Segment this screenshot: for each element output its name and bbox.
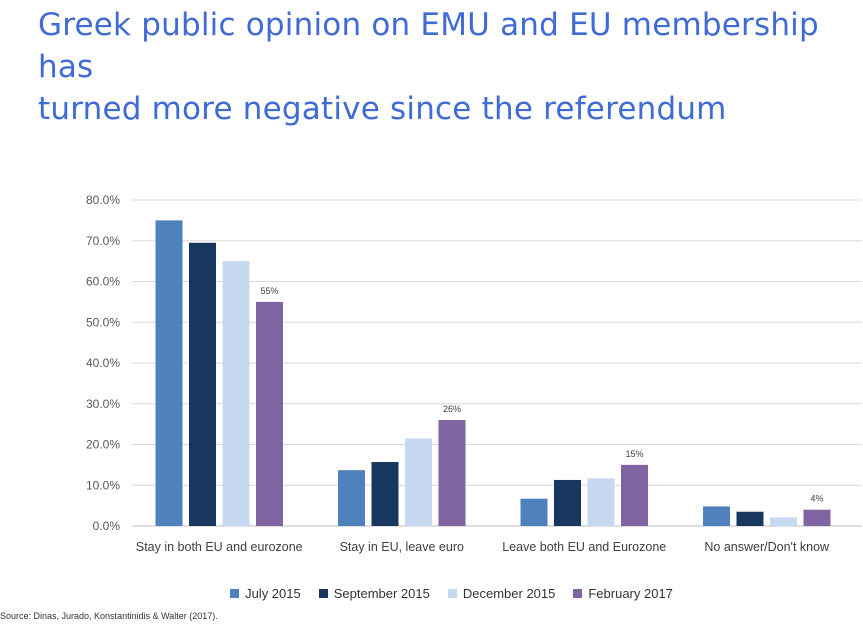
- bar: [703, 506, 730, 526]
- data-label: 26%: [443, 404, 461, 414]
- x-tick-labels: Stay in both EU and eurozone Stay in EU, …: [136, 540, 830, 554]
- bar: [621, 464, 648, 526]
- chart-title: Greek public opinion on EMU and EU membe…: [38, 4, 848, 130]
- bar: [438, 420, 466, 526]
- data-label: 4%: [810, 494, 823, 504]
- source-note: Source: Dinas, Jurado, Konstantinidis & …: [0, 611, 218, 621]
- x-tick-label: No answer/Don't know: [704, 540, 830, 554]
- x-tick-label: Leave both EU and Eurozone: [502, 540, 666, 554]
- x-tick-label: Stay in both EU and eurozone: [136, 540, 303, 554]
- legend-swatch: [573, 589, 583, 598]
- y-tick-label: 80.0%: [86, 193, 120, 207]
- bar: [155, 220, 183, 526]
- bar: [803, 509, 831, 526]
- data-label: 15%: [625, 449, 643, 459]
- bar: [338, 470, 365, 526]
- data-label: 55%: [260, 286, 278, 296]
- bars: [155, 220, 831, 526]
- legend-swatch: [230, 589, 240, 598]
- y-tick-label: 70.0%: [86, 234, 120, 248]
- bar-chart: 0.0% 10.0% 20.0% 30.0% 40.0% 50.0% 60.0% 70.0% 8…: [86, 193, 862, 554]
- x-tick-label: Stay in EU, leave euro: [340, 540, 464, 554]
- title-line-1: Greek public opinion on EMU and EU membe…: [38, 7, 819, 85]
- legend-label: February 2017: [588, 586, 673, 601]
- y-tick-label: 0.0%: [93, 519, 121, 533]
- legend-item: July 2015: [230, 586, 301, 601]
- title-line-2: turned more negative since the referendu…: [38, 91, 727, 127]
- bar: [222, 261, 250, 526]
- legend: July 2015 September 2015 December 2015 Febr…: [0, 586, 863, 601]
- data-labels: 55% 26% 15% 4%: [260, 286, 823, 504]
- y-tick-labels: 0.0% 10.0% 20.0% 30.0% 40.0% 50.0% 60.0% 70.0% 8…: [86, 193, 120, 533]
- y-tick-label: 50.0%: [86, 315, 120, 329]
- y-tick-label: 30.0%: [86, 397, 120, 411]
- y-tick-label: 60.0%: [86, 275, 120, 289]
- y-tick-label: 20.0%: [86, 438, 120, 452]
- legend-label: December 2015: [462, 586, 556, 601]
- y-tick-label: 10.0%: [86, 478, 120, 492]
- legend-item: December 2015: [447, 586, 556, 601]
- bar: [189, 242, 216, 526]
- legend-label: September 2015: [333, 586, 430, 601]
- bar: [770, 517, 797, 526]
- bar: [587, 478, 615, 526]
- bar: [405, 438, 432, 526]
- bar: [736, 511, 764, 526]
- bar: [520, 498, 548, 526]
- legend-label: July 2015: [245, 586, 301, 601]
- bar: [554, 479, 581, 526]
- legend-swatch: [447, 589, 457, 598]
- legend-item: September 2015: [318, 586, 430, 601]
- bar: [371, 462, 399, 526]
- legend-item: February 2017: [573, 586, 673, 601]
- y-tick-label: 40.0%: [86, 356, 120, 370]
- legend-swatch: [318, 589, 328, 598]
- bar: [256, 301, 283, 526]
